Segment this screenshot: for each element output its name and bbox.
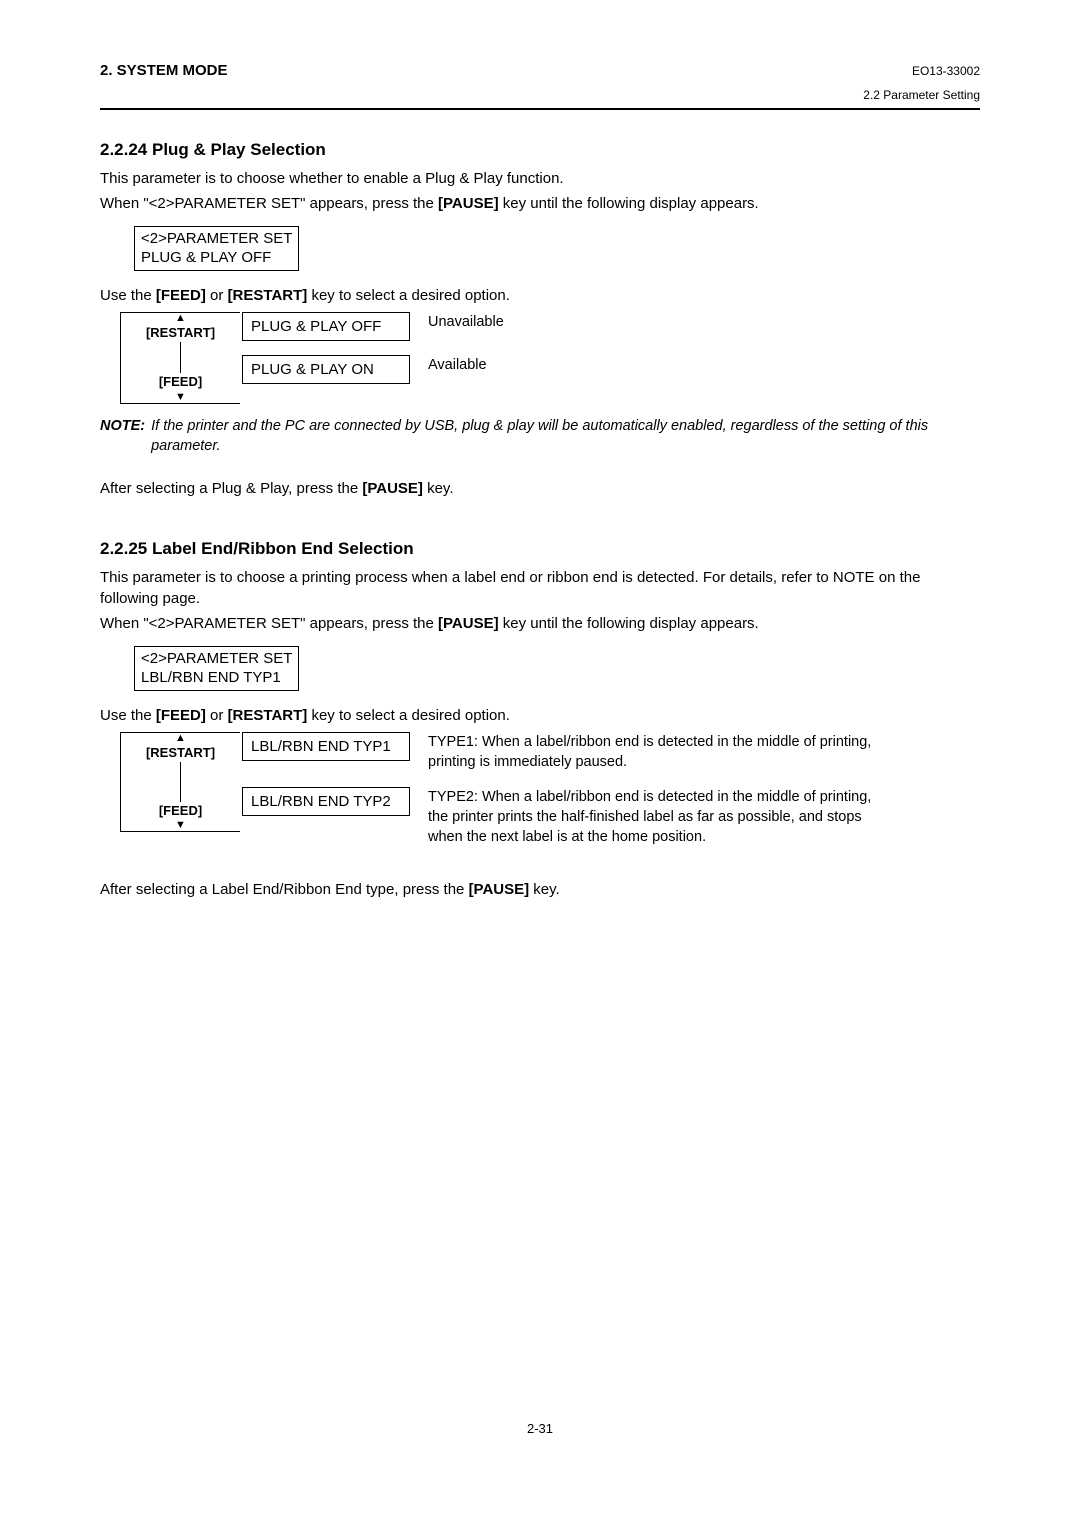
s2-use-k1: [FEED] bbox=[156, 707, 206, 724]
s1-sel-feed: [FEED] bbox=[159, 373, 202, 391]
s2-opt2-desc: TYPE2: When a label/ribbon end is detect… bbox=[428, 787, 888, 848]
s1-sel-restart: [RESTART] bbox=[146, 324, 215, 342]
s2-intro2-pre: When "<2>PARAMETER SET" appears, press t… bbox=[100, 615, 438, 632]
s2-after-key: [PAUSE] bbox=[469, 881, 530, 898]
s1-intro2-pre: When "<2>PARAMETER SET" appears, press t… bbox=[100, 195, 438, 212]
s1-opt1-row: PLUG & PLAY OFF Unavailable bbox=[242, 312, 504, 341]
s2-display-l2: LBL/RBN END TYP1 bbox=[141, 668, 292, 688]
s2-opt1-desc: TYPE1: When a label/ribbon end is detect… bbox=[428, 732, 888, 773]
s1-display-l1: <2>PARAMETER SET bbox=[141, 229, 292, 249]
arrow-down-icon bbox=[175, 392, 186, 403]
section-head-1: 2.2.24 Plug & Play Selection bbox=[100, 138, 980, 162]
s1-opt1-desc: Unavailable bbox=[428, 312, 504, 332]
s1-use-k1: [FEED] bbox=[156, 287, 206, 304]
s2-intro1: This parameter is to choose a printing p… bbox=[100, 567, 980, 609]
s2-display: <2>PARAMETER SET LBL/RBN END TYP1 bbox=[134, 646, 299, 691]
s1-after-pre: After selecting a Plug & Play, press the bbox=[100, 480, 362, 497]
s1-use: Use the [FEED] or [RESTART] key to selec… bbox=[100, 285, 980, 306]
s2-opt1-box: LBL/RBN END TYP1 bbox=[242, 732, 410, 761]
s1-after: After selecting a Plug & Play, press the… bbox=[100, 478, 980, 499]
s1-intro2: When "<2>PARAMETER SET" appears, press t… bbox=[100, 193, 980, 214]
s2-diagram: [RESTART] [FEED] LBL/RBN END TYP1 TYPE1:… bbox=[120, 732, 980, 847]
s2-intro2-post: key until the following display appears. bbox=[499, 615, 759, 632]
s1-note: NOTE: If the printer and the PC are conn… bbox=[100, 416, 980, 457]
s1-after-post: key. bbox=[423, 480, 454, 497]
s1-use-post: key to select a desired option. bbox=[307, 287, 510, 304]
s2-after: After selecting a Label End/Ribbon End t… bbox=[100, 879, 980, 900]
s1-opt2-row: PLUG & PLAY ON Available bbox=[242, 355, 504, 384]
vline-icon bbox=[180, 762, 181, 802]
s2-use-mid: or bbox=[206, 707, 228, 724]
s1-use-mid: or bbox=[206, 287, 228, 304]
s2-use: Use the [FEED] or [RESTART] key to selec… bbox=[100, 705, 980, 726]
s2-intro2-key: [PAUSE] bbox=[438, 615, 499, 632]
s2-use-post: key to select a desired option. bbox=[307, 707, 510, 724]
s1-selector: [RESTART] [FEED] bbox=[120, 312, 240, 404]
s1-opt2-desc: Available bbox=[428, 355, 487, 375]
arrow-up-icon bbox=[175, 733, 186, 744]
s2-sel-feed: [FEED] bbox=[159, 802, 202, 820]
arrow-down-icon bbox=[175, 820, 186, 831]
s2-options: LBL/RBN END TYP1 TYPE1: When a label/rib… bbox=[242, 732, 888, 847]
s1-note-label: NOTE: bbox=[100, 416, 145, 457]
s2-intro2: When "<2>PARAMETER SET" appears, press t… bbox=[100, 613, 980, 634]
s2-display-l1: <2>PARAMETER SET bbox=[141, 649, 292, 669]
s2-after-pre: After selecting a Label End/Ribbon End t… bbox=[100, 881, 469, 898]
arrow-up-icon bbox=[175, 313, 186, 324]
s1-intro1: This parameter is to choose whether to e… bbox=[100, 168, 980, 189]
s1-after-key: [PAUSE] bbox=[362, 480, 423, 497]
s2-after-post: key. bbox=[529, 881, 560, 898]
s1-note-text: If the printer and the PC are connected … bbox=[151, 416, 980, 457]
s2-sel-restart: [RESTART] bbox=[146, 744, 215, 762]
section-head-2: 2.2.25 Label End/Ribbon End Selection bbox=[100, 537, 980, 561]
s1-diagram: [RESTART] [FEED] PLUG & PLAY OFF Unavail… bbox=[120, 312, 980, 404]
s2-opt2-box: LBL/RBN END TYP2 bbox=[242, 787, 410, 816]
header-subtitle: 2.2 Parameter Setting bbox=[100, 87, 980, 104]
s1-display: <2>PARAMETER SET PLUG & PLAY OFF bbox=[134, 226, 299, 271]
vline-icon bbox=[180, 342, 181, 374]
s2-use-k2: [RESTART] bbox=[228, 707, 308, 724]
s1-display-l2: PLUG & PLAY OFF bbox=[141, 248, 292, 268]
s2-opt1-row: LBL/RBN END TYP1 TYPE1: When a label/rib… bbox=[242, 732, 888, 773]
s1-opt2-box: PLUG & PLAY ON bbox=[242, 355, 410, 384]
s2-use-pre: Use the bbox=[100, 707, 156, 724]
page-number: 2-31 bbox=[100, 1420, 980, 1438]
s2-selector: [RESTART] [FEED] bbox=[120, 732, 240, 832]
s1-use-pre: Use the bbox=[100, 287, 156, 304]
s1-intro2-key: [PAUSE] bbox=[438, 195, 499, 212]
s1-opt1-box: PLUG & PLAY OFF bbox=[242, 312, 410, 341]
header-code: EO13-33002 bbox=[912, 63, 980, 80]
header-title: 2. SYSTEM MODE bbox=[100, 60, 228, 81]
s1-options: PLUG & PLAY OFF Unavailable PLUG & PLAY … bbox=[242, 312, 504, 384]
header-rule bbox=[100, 108, 980, 110]
s1-intro2-post: key until the following display appears. bbox=[499, 195, 759, 212]
s1-use-k2: [RESTART] bbox=[228, 287, 308, 304]
s2-opt2-row: LBL/RBN END TYP2 TYPE2: When a label/rib… bbox=[242, 787, 888, 848]
